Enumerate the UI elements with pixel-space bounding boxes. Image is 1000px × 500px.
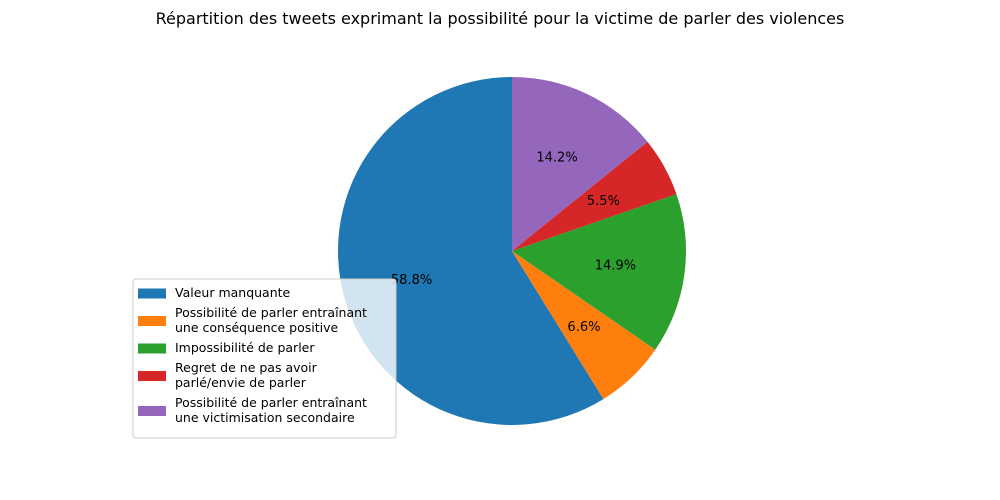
legend: Valeur manquante Possibilité de parler en…: [132, 278, 397, 439]
pie-slice: [512, 141, 677, 251]
slice-percent-label: 58.8%: [391, 273, 432, 288]
legend-label: Possibilité de parler entraînant une vict…: [175, 395, 367, 425]
legend-label: Regret de ne pas avoir parlé/envie de par…: [175, 360, 318, 390]
pie-slice: [337, 77, 604, 426]
legend-swatch: [138, 371, 166, 381]
legend-label: Possibilité de parler entraînant une cons…: [175, 305, 367, 335]
legend-swatch: [138, 406, 166, 416]
pie-percent-labels: 58.8% 6.6% 14.9% 5.5% 14.2%: [391, 150, 636, 335]
legend-swatch: [138, 343, 166, 354]
pie-slice: [512, 251, 656, 400]
slice-percent-label: 14.9%: [595, 259, 636, 274]
pie-slice: [512, 77, 648, 251]
pie-slices: [337, 77, 686, 426]
chart-title: Répartition des tweets exprimant la poss…: [156, 9, 845, 28]
legend-label: Impossibilité de parler: [175, 340, 315, 355]
legend-swatch: [138, 288, 166, 299]
slice-percent-label: 5.5%: [587, 194, 620, 209]
legend-label: Valeur manquante: [175, 285, 291, 300]
slice-percent-label: 6.6%: [567, 320, 600, 335]
slice-percent-label: 14.2%: [536, 150, 577, 165]
legend-box: [132, 278, 397, 439]
pie-slice: [512, 194, 686, 350]
legend-swatch: [138, 316, 166, 326]
